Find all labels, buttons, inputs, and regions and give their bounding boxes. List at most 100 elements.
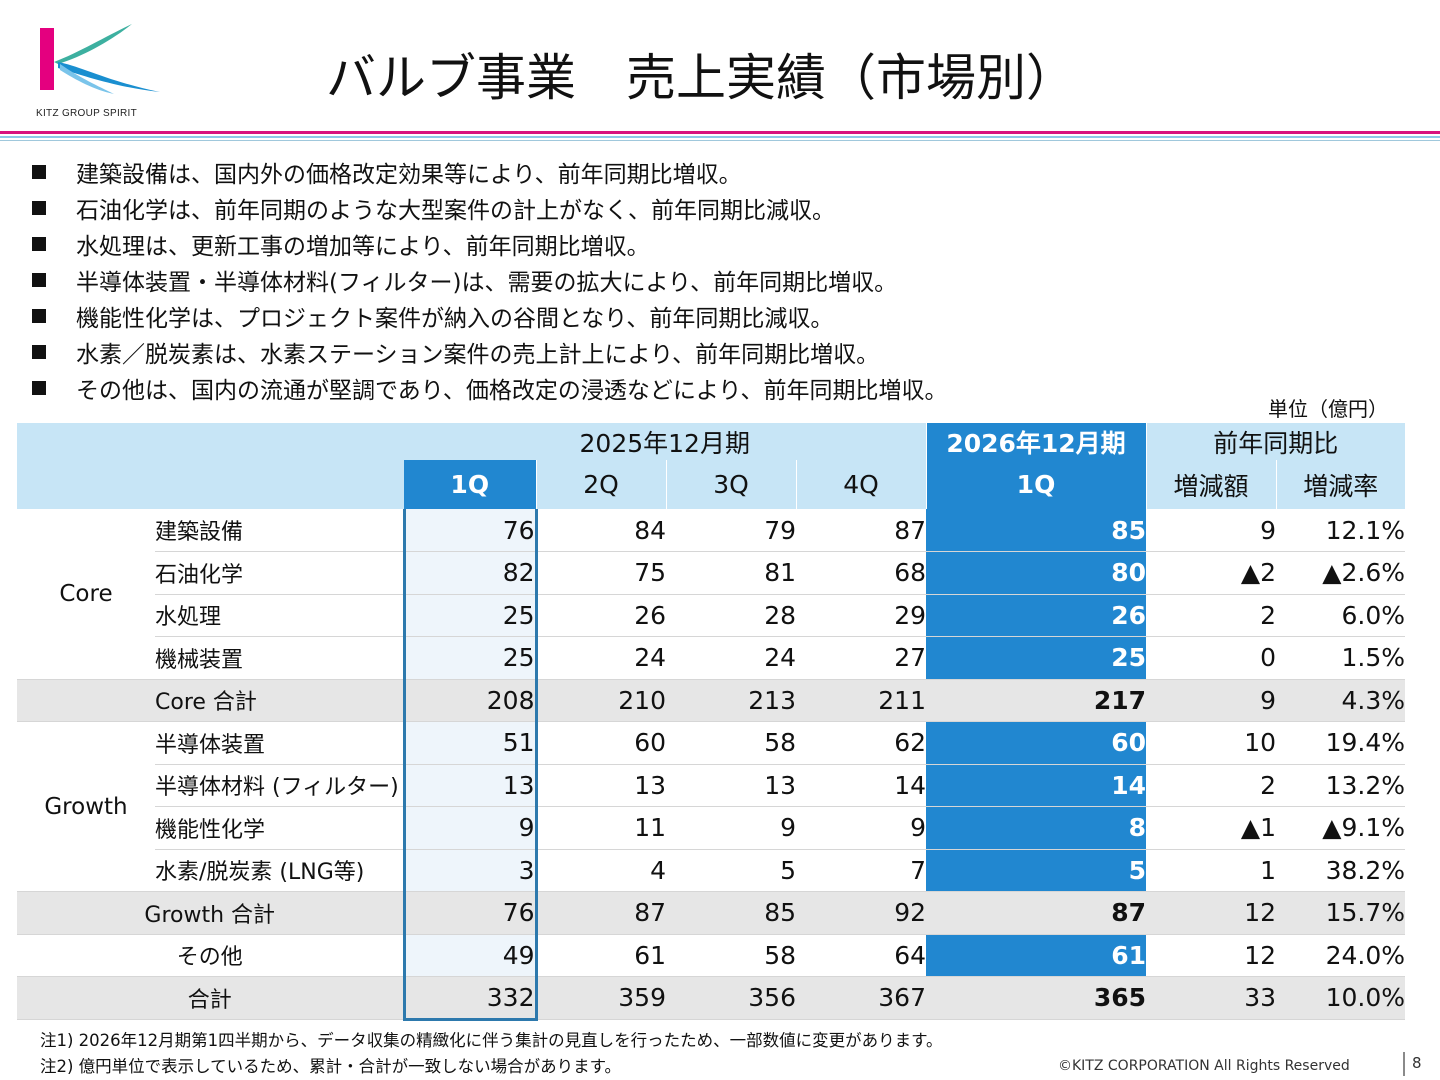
cell-curr-1q: 217 [926,679,1146,722]
cell-prev-4q: 9 [796,806,926,850]
cell-prev-3q: 213 [666,679,796,722]
cell-prev-1q: 332 [402,976,538,1021]
bullet-item: その他は、国内の流通が堅調であり、価格改定の浸透などにより、前年同期比増収。 [32,370,947,406]
square-bullet-icon [32,237,46,251]
cell-curr-1q: 80 [926,551,1146,595]
table-row: Core 建築設備 76 84 79 87 85 9 12.1% [17,509,1405,680]
cell-prev-4q: 92 [796,891,926,935]
cell-prev-2q: 60 [536,721,666,765]
cell-diff: 12 [1146,891,1276,935]
cell-curr-1q: 61 [926,934,1146,977]
cell-prev-4q: 367 [796,976,926,1020]
header-rate: 増減率 [1276,460,1405,509]
row-label: Growth 合計 [17,891,404,935]
cell-prev-1q: 82 [402,551,538,595]
footnote-1: 注1) 2026年12月期第1四半期から、データ収集の精緻化に伴う集計の見直しを… [40,1031,943,1050]
row-label: 半導体装置 [155,721,404,765]
cell-prev-4q: 62 [796,721,926,765]
cell-curr-1q: 8 [926,806,1146,850]
cell-prev-1q: 25 [402,636,538,680]
bullet-item: 水処理は、更新工事の増加等により、前年同期比増収。 [32,226,947,262]
cell-prev-1q: 3 [402,849,538,892]
cell-prev-2q: 84 [536,509,666,552]
cell-curr-1q: 365 [926,976,1146,1020]
cell-prev-1q: 49 [402,934,538,977]
cell-prev-3q: 58 [666,721,796,765]
cell-rate: 10.0% [1276,976,1405,1020]
cell-prev-1q: 13 [402,764,538,807]
header-rule-thin [0,140,1440,141]
logo-caption: KITZ GROUP SPIRIT [36,108,138,119]
cell-prev-1q: 76 [402,509,538,552]
unit-label: 単位（億円） [1268,397,1388,421]
table-row: 機能性化学 9 11 9 9 8 ▲1 ▲9.1% [17,806,1405,850]
bullet-item: 半導体装置・半導体材料(フィルター)は、需要の拡大により、前年同期比増収。 [32,262,947,298]
cell-rate: 6.0% [1276,594,1405,637]
row-label: 半導体材料 (フィルター) [155,764,404,807]
cell-prev-4q: 29 [796,594,926,637]
table-row: 水素/脱炭素 (LNG等) 3 4 5 7 5 1 38.2% [17,849,1405,892]
total-blank [17,679,155,722]
cell-diff: 9 [1146,509,1276,552]
cell-rate: ▲9.1% [1276,806,1405,850]
cell-diff: 2 [1146,764,1276,807]
cell-prev-4q: 14 [796,764,926,807]
cell-prev-4q: 27 [796,636,926,680]
cell-curr-1q: 87 [926,891,1146,935]
cell-prev-2q: 24 [536,636,666,680]
cell-prev-2q: 75 [536,551,666,595]
row-label: 建築設備 [155,509,404,552]
table-row: 水処理 25 26 28 29 26 2 6.0% [17,594,1405,637]
cell-prev-3q: 13 [666,764,796,807]
cell-curr-1q: 25 [926,636,1146,680]
cell-rate: 38.2% [1276,849,1405,892]
header-curr-1q: 1Q [926,460,1147,509]
row-label: Core 合計 [155,679,404,722]
cell-prev-2q: 210 [536,679,666,722]
table-row-growth-total: Growth 合計 76 87 85 92 87 12 15.7% [17,891,1405,935]
bullet-item: 石油化学は、前年同期のような大型案件の計上がなく、前年同期比減収。 [32,190,947,226]
cell-curr-1q: 85 [926,509,1146,552]
bullet-item: 建築設備は、国内外の価格改定効果等により、前年同期比増収。 [32,154,947,190]
header-rule-magenta [0,131,1440,134]
cell-curr-1q: 14 [926,764,1146,807]
cell-diff: 0 [1146,636,1276,680]
cell-rate: ▲2.6% [1276,551,1405,595]
square-bullet-icon [32,201,46,215]
cell-prev-1q: 9 [402,806,538,850]
cell-prev-3q: 24 [666,636,796,680]
page-title: バルブ事業 売上実績（市場別） [326,49,1076,107]
row-label: その他 [17,934,404,977]
cell-prev-3q: 58 [666,934,796,977]
cell-prev-1q: 25 [402,594,538,637]
cell-prev-3q: 9 [666,806,796,850]
header-prev-2q: 2Q [536,460,667,509]
row-label: 機能性化学 [155,806,404,850]
cell-rate: 1.5% [1276,636,1405,680]
cell-prev-1q: 76 [402,891,538,935]
sales-table: 2025年12月期 2026年12月期 前年同期比 1Q 2Q 3Q 4Q 1Q… [17,423,1405,1021]
row-label: 合計 [17,976,404,1020]
cell-prev-4q: 211 [796,679,926,722]
row-label: 水処理 [155,594,404,637]
cell-prev-2q: 26 [536,594,666,637]
header-prev-3q: 3Q [666,460,797,509]
row-label: 石油化学 [155,551,404,595]
group-label-growth: Growth [17,721,155,892]
cell-prev-2q: 13 [536,764,666,807]
cell-rate: 19.4% [1276,721,1405,765]
page-number-divider [1403,1052,1405,1076]
cell-prev-1q: 208 [402,679,538,722]
kitz-k-logo-icon [40,24,160,94]
cell-prev-4q: 68 [796,551,926,595]
table-row: 石油化学 82 75 81 68 80 ▲2 ▲2.6% [17,551,1405,595]
cell-prev-2q: 11 [536,806,666,850]
footnote-2: 注2) 億円単位で表示しているため、累計・合計が一致しない場合があります。 [40,1057,622,1076]
square-bullet-icon [32,381,46,395]
header-prev-4q: 4Q [796,460,927,509]
group-label-core: Core [17,509,155,680]
bullet-list: 建築設備は、国内外の価格改定効果等により、前年同期比増収。 石油化学は、前年同期… [32,154,947,406]
table-row: 半導体材料 (フィルター) 13 13 13 14 14 2 13.2% [17,764,1405,807]
cell-diff: ▲2 [1146,551,1276,595]
header-blank [17,423,404,509]
